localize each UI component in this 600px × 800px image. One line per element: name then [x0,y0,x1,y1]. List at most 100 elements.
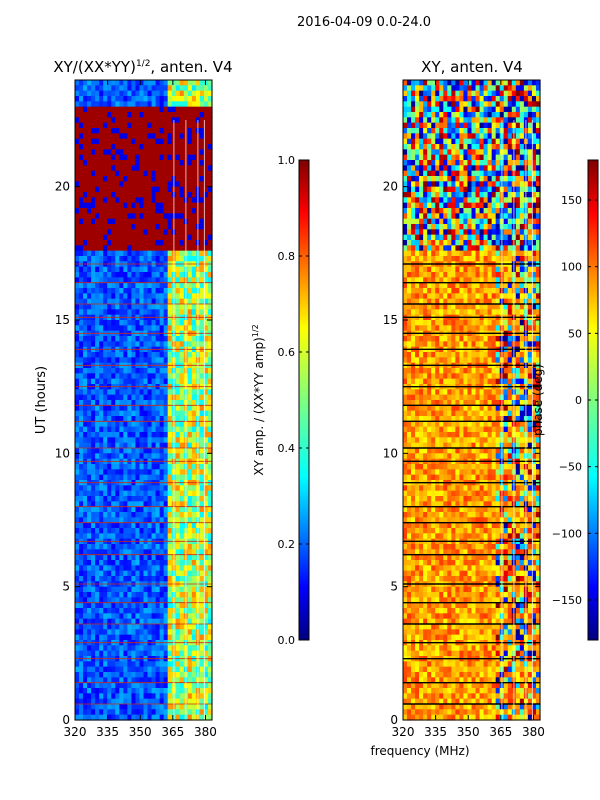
heatmap-cell [447,122,452,129]
heatmap-cell [119,688,124,694]
heatmap-cell [459,144,465,150]
heatmap-cell [127,192,133,198]
heatmap-cell [151,250,157,257]
heatmap-cell [163,437,169,444]
heatmap-cell [451,138,456,145]
heatmap-cell [207,442,213,449]
heatmap-cell [191,234,197,241]
heatmap-cell [163,624,169,630]
heatmap-cell [79,485,84,492]
heatmap-cell [503,208,509,214]
heatmap-cell [139,122,145,129]
heatmap-cell [119,277,124,284]
heatmap-cell [531,117,537,124]
heatmap-cell [187,202,193,209]
heatmap-cell [199,405,205,412]
heatmap-cell [427,202,432,209]
heatmap-cell [75,416,80,422]
heatmap-cell [175,666,181,673]
heatmap-cell [127,96,133,102]
heatmap-cell [83,629,88,636]
heatmap-cell [199,501,205,508]
heatmap-cell [131,352,137,358]
heatmap-cell [159,234,165,241]
heatmap-cell [203,672,209,678]
heatmap-cell [199,224,205,230]
heatmap-cell [87,170,92,177]
heatmap-cell [99,240,104,246]
heatmap-cell [407,101,412,108]
heatmap-cell [203,512,209,518]
heatmap-cell [159,432,165,438]
heatmap-cell [199,378,205,385]
heatmap-cell [463,96,469,102]
heatmap-cell [107,618,112,625]
heatmap-cell [407,133,412,140]
heatmap-cell [151,186,157,193]
heatmap-cell [139,544,145,550]
heatmap-cell [139,106,145,113]
heatmap-cell [207,464,213,470]
heatmap-cell [147,256,153,262]
heatmap-cell [147,165,153,172]
heatmap-cell [127,448,133,454]
heatmap-cell [159,181,165,188]
heatmap-cell [103,501,108,508]
heatmap-cell [191,224,197,230]
heatmap-cell [463,197,469,204]
heatmap-cell [139,629,145,636]
heatmap-cell [163,181,169,188]
heatmap-cell [123,80,128,86]
heatmap-cell [207,368,213,374]
heatmap-cell [147,80,153,86]
heatmap-cell [103,117,108,124]
heatmap-cell [203,197,209,204]
heatmap-cell [83,202,88,209]
heatmap-cell [75,229,80,236]
heatmap-cell [75,352,80,358]
heatmap-cell [467,149,473,156]
heatmap-cell [527,208,533,214]
heatmap-cell [139,229,145,236]
heatmap-cell [187,661,193,668]
heatmap-cell [163,522,169,529]
heatmap-cell [75,341,80,348]
heatmap-cell [207,709,213,716]
heatmap-cell [111,592,116,598]
heatmap-cell [207,186,213,193]
heatmap-cell [419,106,424,113]
heatmap-cell [179,624,185,630]
heatmap-cell [199,192,205,198]
heatmap-cell [103,629,108,636]
heatmap-cell [431,80,436,86]
heatmap-cell [135,357,141,364]
heatmap-cell [443,202,448,209]
heatmap-cell [79,453,84,460]
heatmap-cell [467,128,473,134]
heatmap-cell [159,698,165,705]
heatmap-cell [147,586,153,593]
heatmap-cell [111,106,116,113]
heatmap-cell [415,80,420,86]
heatmap-cell [519,138,525,145]
heatmap-cell [159,368,165,374]
heatmap-cell [99,437,104,444]
heatmap-cell [179,490,185,497]
heatmap-cell [79,394,84,401]
heatmap-cell [455,85,461,92]
heatmap-cell [503,106,509,113]
heatmap-cell [455,170,461,177]
heatmap-cell [159,336,165,342]
heatmap-cell [87,352,92,358]
heatmap-cell [207,714,213,721]
heatmap-cell [515,154,521,161]
heatmap-cell [87,645,92,652]
heatmap-cell [111,464,116,470]
heatmap-cell [95,421,100,428]
heatmap-cell [103,634,108,641]
heatmap-cell [191,250,197,257]
heatmap-cell [163,613,169,620]
heatmap-cell [91,613,96,620]
heatmap-cell [175,266,181,273]
heatmap-cell [87,517,92,524]
